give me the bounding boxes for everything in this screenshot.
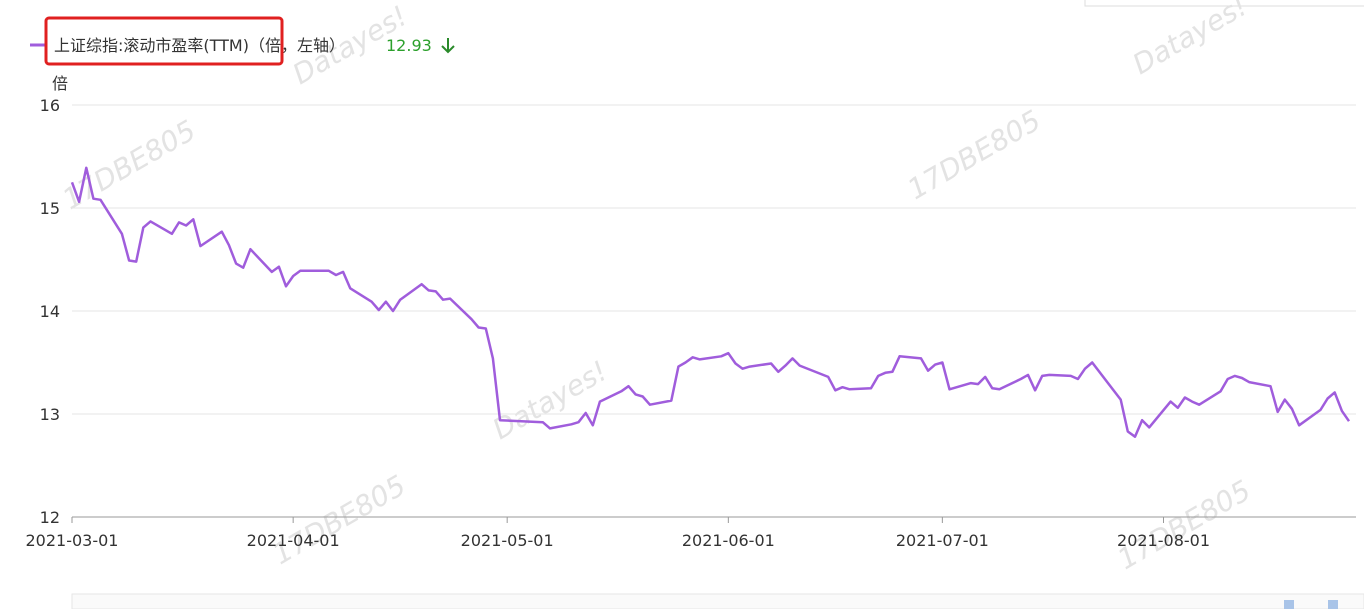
x-tick-label: 2021-04-01 xyxy=(247,531,340,550)
highlight-box xyxy=(44,16,284,66)
legend-label: 上证综指:滚动市盈率(TTM)（倍，左轴） xyxy=(54,36,345,55)
y-tick-label: 16 xyxy=(40,96,60,115)
line-series xyxy=(70,166,1351,438)
y-tick-label: 15 xyxy=(40,199,60,218)
watermark: 17DBE805 xyxy=(902,104,1046,206)
y-tick-label: 13 xyxy=(40,405,60,424)
x-tick-label: 2021-05-01 xyxy=(461,531,554,550)
toolbar-box xyxy=(1084,0,1364,7)
x-tick-label: 2021-07-01 xyxy=(896,531,989,550)
watermark: 17DBE805 xyxy=(267,469,411,571)
y-tick-label: 14 xyxy=(40,302,60,321)
y-unit: 倍 xyxy=(52,74,68,93)
navigator-handle xyxy=(1328,600,1338,609)
navigator xyxy=(71,593,1364,610)
watermark: Datayes! xyxy=(487,354,613,446)
navigator-handle xyxy=(1284,600,1294,609)
down-arrow-icon xyxy=(441,38,455,54)
watermark: 17DBE805 xyxy=(1112,474,1256,576)
legend-value: 12.93 xyxy=(386,36,432,55)
x-tick-label: 2021-06-01 xyxy=(682,531,775,550)
y-tick-label: 12 xyxy=(40,508,60,527)
watermark: Datayes! xyxy=(1127,0,1253,81)
x-tick-label: 2021-03-01 xyxy=(26,531,119,550)
x-tick-label: 2021-08-01 xyxy=(1117,531,1210,550)
watermarks: Datayes! Datayes!17DBE805 17DBE805Datayes!… xyxy=(57,0,1256,576)
